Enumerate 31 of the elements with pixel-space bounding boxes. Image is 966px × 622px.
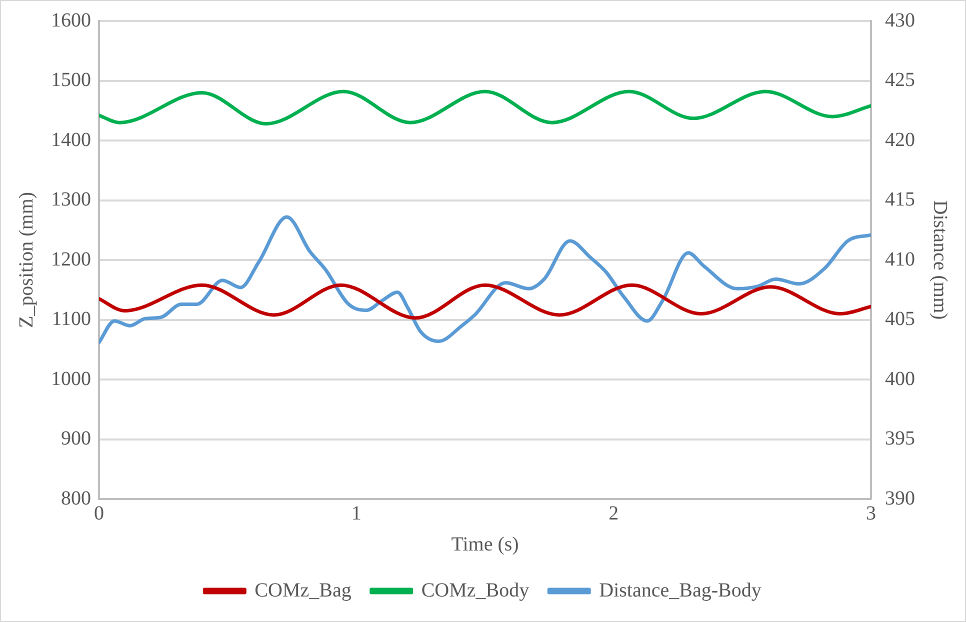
y2-tick-label: 420 xyxy=(885,128,915,151)
y-tick-label: 900 xyxy=(61,428,91,450)
x-axis-title: Time (s) xyxy=(451,533,519,556)
line-series xyxy=(99,215,871,344)
y2-tick-label: 410 xyxy=(885,248,915,270)
y-tick-label: 1600 xyxy=(51,9,91,32)
legend-label: COMz_Body xyxy=(421,579,530,602)
x-tick-label: 1 xyxy=(351,502,362,524)
line-series xyxy=(99,283,871,320)
y-axis-title: Z_position (mm) xyxy=(15,192,38,328)
x-tick-label: 3 xyxy=(866,502,876,524)
y2-tick-label: 415 xyxy=(885,188,915,210)
y-tick-label: 1500 xyxy=(51,69,91,91)
y2-tick-label: 395 xyxy=(885,428,915,450)
y2-axis-title: Distance (mm) xyxy=(928,200,951,320)
y-tick-label: 1100 xyxy=(52,308,91,330)
y2-tick-label: 405 xyxy=(885,308,915,330)
y-tick-label: 1000 xyxy=(51,368,91,390)
legend-label: COMz_Bag xyxy=(254,579,352,602)
y-tick-label: 1200 xyxy=(51,248,91,270)
y-tick-label: 1400 xyxy=(51,128,91,151)
y-tick-label: 1300 xyxy=(51,188,91,210)
y2-tick-label: 430 xyxy=(885,9,915,32)
y-tick-label: 800 xyxy=(61,487,91,510)
y2-tick-label: 400 xyxy=(885,368,915,390)
y2-tick-label: 425 xyxy=(885,69,915,91)
legend-label: Distance_Bag-Body xyxy=(599,579,762,602)
x-tick-label: 2 xyxy=(608,502,619,524)
x-tick-label: 0 xyxy=(94,502,104,524)
y2-tick-label: 390 xyxy=(885,487,915,510)
line-series xyxy=(99,90,871,126)
